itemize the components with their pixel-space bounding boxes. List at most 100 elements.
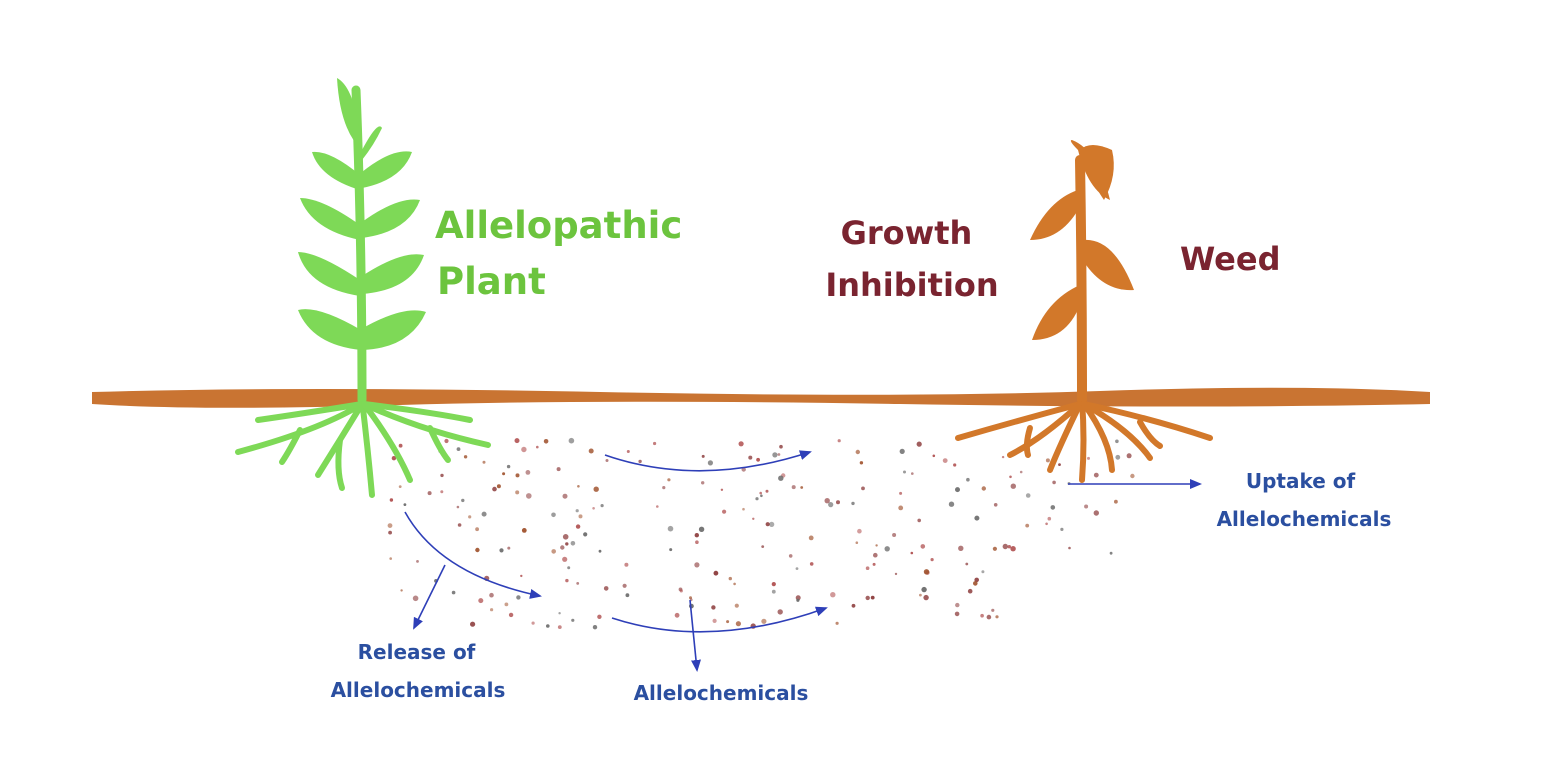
particle — [1115, 454, 1121, 460]
particle — [796, 598, 800, 602]
particle — [771, 582, 776, 587]
particle — [980, 613, 984, 618]
particle — [515, 473, 520, 478]
particle — [440, 490, 444, 494]
particle — [932, 454, 936, 458]
allelochemical-particles — [387, 437, 1135, 630]
particle — [899, 491, 903, 495]
particle — [416, 560, 419, 563]
particle — [551, 512, 556, 518]
particle — [482, 460, 486, 464]
particle — [698, 526, 705, 532]
particle — [391, 456, 397, 461]
particle — [851, 501, 855, 506]
particle — [778, 475, 784, 481]
particle — [777, 609, 783, 615]
particle — [475, 547, 480, 553]
particle — [835, 621, 839, 625]
particle — [507, 546, 511, 550]
particle — [492, 486, 497, 492]
particle — [588, 448, 594, 454]
particle — [1025, 493, 1031, 498]
particle — [772, 452, 778, 458]
particle — [884, 546, 890, 552]
particle — [752, 517, 755, 520]
particle — [679, 589, 683, 593]
particle — [771, 589, 776, 594]
particle — [923, 569, 930, 575]
particle — [576, 582, 580, 585]
particle — [986, 614, 992, 620]
particle — [388, 530, 392, 535]
particle — [531, 621, 535, 625]
particle — [1045, 458, 1050, 463]
particle — [669, 548, 673, 552]
particle — [742, 507, 745, 511]
particle — [508, 612, 514, 618]
particle — [624, 562, 629, 567]
allelopathic-plant — [235, 78, 491, 498]
particle — [701, 481, 705, 485]
particle — [521, 528, 527, 533]
particle — [857, 528, 862, 534]
particle — [490, 608, 494, 612]
particle — [478, 598, 484, 604]
particle — [769, 521, 775, 528]
particle — [748, 455, 753, 460]
particle — [575, 524, 581, 529]
particle — [728, 576, 732, 581]
particle — [520, 574, 523, 578]
particle — [942, 458, 948, 463]
particle — [701, 454, 705, 458]
particle — [861, 486, 865, 491]
particle — [622, 583, 627, 588]
particle — [400, 589, 403, 592]
flow-arrows — [404, 450, 1202, 672]
particle — [577, 485, 580, 488]
particle — [894, 572, 898, 576]
particle — [605, 459, 609, 462]
particle — [991, 608, 995, 612]
particle — [722, 509, 727, 514]
particle — [712, 618, 717, 624]
particle — [1058, 463, 1061, 466]
particle — [892, 533, 897, 537]
particle — [398, 485, 402, 488]
particle — [456, 505, 460, 509]
particle — [504, 602, 509, 607]
particle — [791, 485, 796, 490]
particle — [653, 441, 657, 446]
label-release: Release of Allelochemicals — [331, 640, 506, 702]
particle — [593, 486, 599, 492]
particle — [575, 509, 579, 513]
particle — [992, 546, 998, 551]
particle — [403, 503, 407, 506]
particle — [470, 621, 476, 627]
particle — [1007, 545, 1011, 549]
particle — [720, 488, 724, 491]
particle — [872, 562, 876, 566]
particle — [543, 439, 549, 444]
particle — [875, 544, 878, 547]
particle — [600, 504, 604, 508]
particle — [656, 505, 659, 508]
particle — [899, 448, 905, 454]
particle — [788, 554, 793, 558]
particle — [463, 455, 468, 459]
particle — [734, 603, 739, 608]
particle — [903, 470, 906, 474]
particle — [759, 491, 762, 495]
particle — [412, 595, 419, 602]
particle — [765, 489, 769, 493]
particle — [694, 562, 700, 568]
particle — [735, 621, 742, 627]
particle — [551, 549, 556, 554]
particle — [456, 447, 461, 451]
allelochemicals-pointer-arrow — [689, 599, 701, 672]
particle — [499, 548, 504, 553]
particle — [592, 507, 595, 510]
particle — [837, 439, 841, 443]
particle — [993, 503, 998, 507]
particle — [953, 463, 957, 467]
